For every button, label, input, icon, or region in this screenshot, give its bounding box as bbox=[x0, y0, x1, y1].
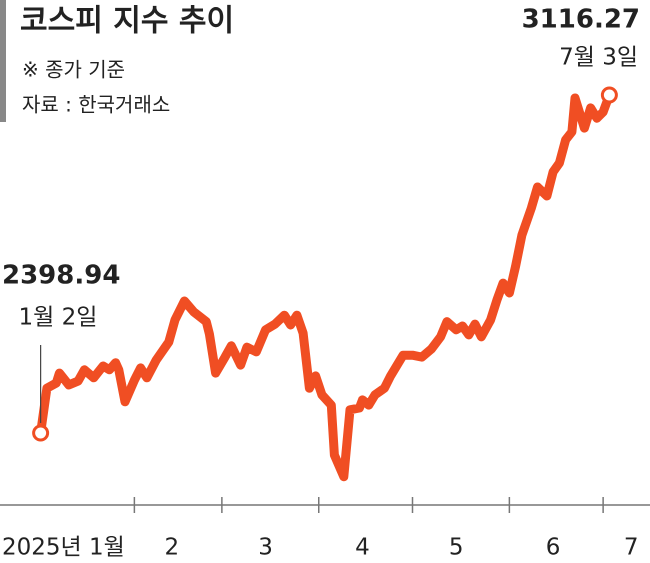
title-bar bbox=[0, 0, 6, 122]
x-tick-label: 6 bbox=[546, 535, 561, 561]
x-tick-label: 4 bbox=[355, 535, 370, 561]
x-tick-label: 5 bbox=[449, 535, 464, 561]
source: 자료 : 한국거래소 bbox=[22, 93, 170, 117]
x-tick-label: 2 bbox=[165, 535, 180, 561]
value-label: 2398.94 bbox=[2, 261, 120, 291]
line bbox=[36, 90, 614, 482]
date-label: 1월 2일 bbox=[19, 305, 98, 331]
start-marker bbox=[32, 424, 50, 442]
x-tick-label: 3 bbox=[258, 535, 273, 561]
value-label: 3116.27 bbox=[522, 5, 640, 35]
x-tick-label: 7 bbox=[624, 535, 639, 561]
date-label: 7월 3일 bbox=[559, 45, 638, 71]
end-marker bbox=[600, 86, 618, 104]
x-tick-label: 2025년 1월 bbox=[2, 535, 125, 561]
chart-title: 코스피 지수 추이 bbox=[20, 4, 234, 39]
subtitle: ※ 종가 기준 bbox=[22, 58, 125, 82]
